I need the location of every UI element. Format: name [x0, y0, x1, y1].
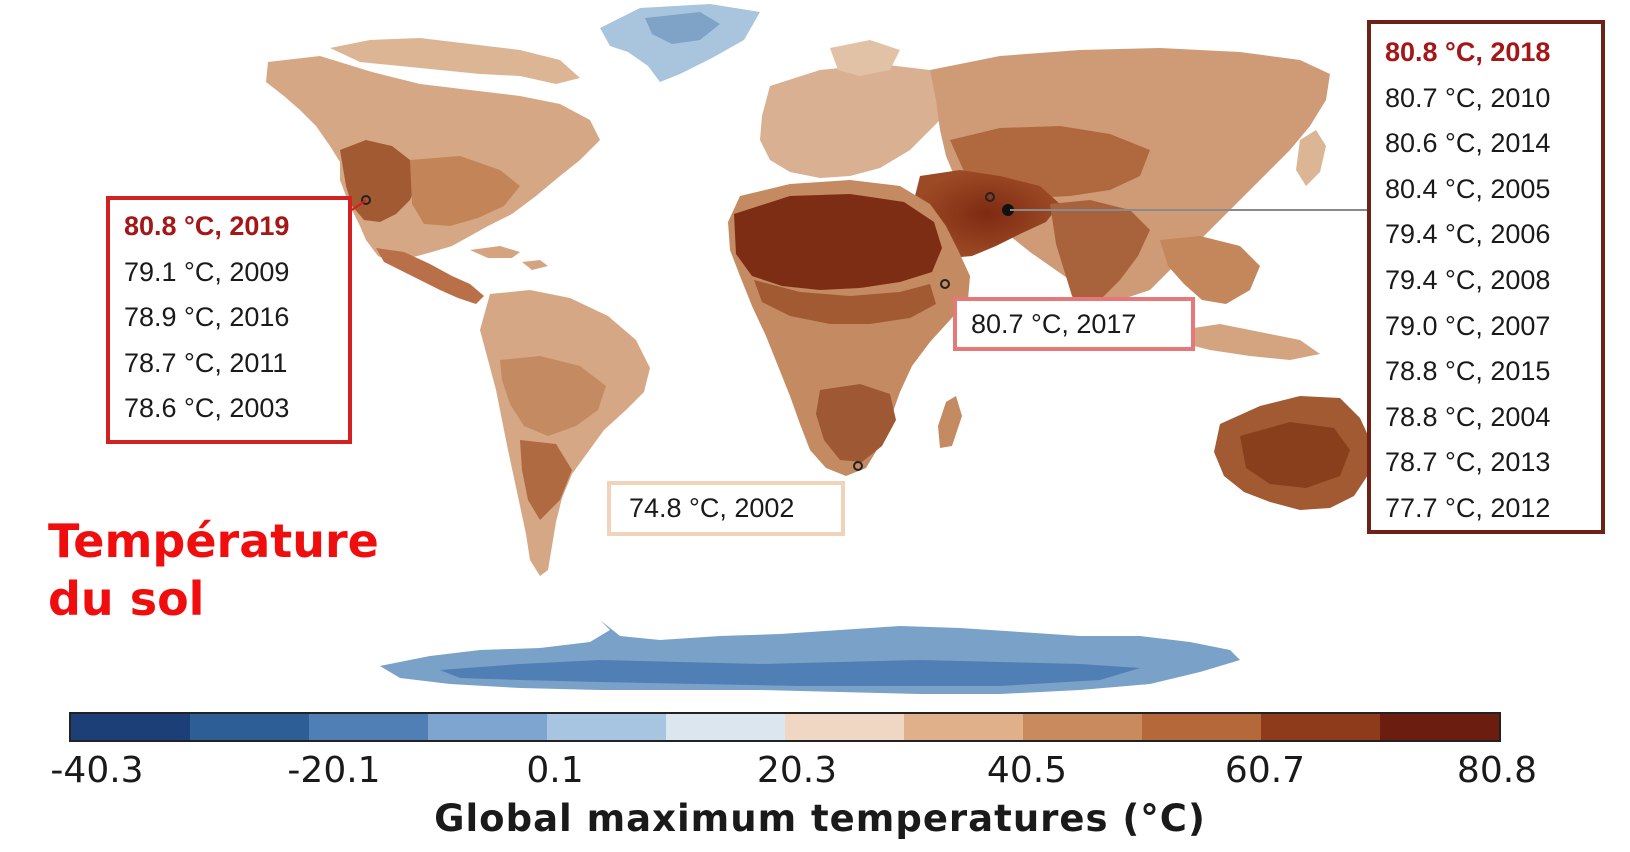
record-box-south-america: 74.8 °C, 2002: [607, 481, 845, 536]
record-entry: 80.8 °C, 2019: [124, 211, 290, 241]
colorbar-segment: [1261, 714, 1380, 740]
landmass-antarctica-deep: [440, 660, 1140, 686]
landmass-indonesia: [1180, 324, 1320, 360]
record-entry: 79.1 °C, 2009: [124, 256, 290, 287]
record-entry: 80.7 °C, 2010: [1385, 82, 1551, 113]
landmass-southern-africa: [816, 384, 896, 462]
colorbar-tick-label: -20.1: [287, 750, 381, 791]
colorbar: [69, 712, 1501, 742]
marker-asia-b: [1002, 204, 1014, 216]
overlay-title-line: du sol: [48, 572, 205, 626]
colorbar-tick-label: -40.3: [50, 750, 144, 791]
colorbar-segment: [190, 714, 309, 740]
colorbar-tick-label: 80.8: [1456, 750, 1538, 791]
marker-asia-a: [985, 192, 995, 202]
colorbar-segment: [309, 714, 428, 740]
landmass-sahara-hot: [734, 194, 942, 290]
record-entry: 79.0 °C, 2007: [1385, 310, 1551, 341]
colorbar-segment: [904, 714, 1023, 740]
record-entry: 74.8 °C, 2002: [629, 493, 795, 523]
colorbar-segment: [1142, 714, 1261, 740]
record-entry: 78.8 °C, 2015: [1385, 356, 1551, 387]
record-entry: 78.9 °C, 2016: [124, 302, 290, 332]
colorbar-segment: [428, 714, 547, 740]
colorbar-tick-label: 40.5: [986, 750, 1068, 791]
colorbar-tick-label: 60.7: [1224, 750, 1306, 791]
marker-americas: [361, 195, 371, 205]
record-entry: 80.8 °C, 2018: [1385, 37, 1551, 67]
marker-samerica: [853, 461, 863, 471]
overlay-title-line: Température: [48, 514, 379, 568]
record-entry: 79.4 °C, 2008: [1385, 264, 1551, 295]
colorbar-segment: [666, 714, 785, 740]
landmass-sahel: [754, 280, 936, 324]
record-entry: 78.8 °C, 2004: [1385, 401, 1551, 432]
landmass-southeast-asia: [1160, 236, 1260, 304]
marker-africa: [940, 279, 950, 289]
landmass-north-america-plains: [410, 156, 520, 226]
colorbar-segment: [785, 714, 904, 740]
landmass-india: [1050, 200, 1150, 312]
record-entry: 80.6 °C, 2014: [1385, 128, 1551, 159]
landmass-south-america-interior: [500, 356, 606, 436]
landmass-europe: [760, 64, 960, 178]
overlay-title: Température du sol: [48, 512, 379, 628]
record-entry: 79.4 °C, 2006: [1385, 219, 1551, 250]
record-entry: 80.4 °C, 2005: [1385, 173, 1551, 204]
record-box-americas: 80.8 °C, 2019 79.1 °C, 2009 78.9 °C, 201…: [106, 196, 352, 444]
record-entry: 77.7 °C, 2012: [1385, 492, 1551, 523]
record-box-asia: 80.8 °C, 2018 80.7 °C, 2010 80.6 °C, 201…: [1367, 20, 1605, 534]
landmass-arctic-islands: [330, 38, 580, 84]
colorbar-segment: [1380, 714, 1499, 740]
landmass-caribbean: [470, 246, 548, 270]
record-box-africa: 80.7 °C, 2017: [953, 297, 1195, 351]
colorbar-segment: [547, 714, 666, 740]
record-entry: 78.7 °C, 2011: [124, 347, 288, 378]
landmass-south-america-south: [520, 440, 572, 520]
record-entry: 80.7 °C, 2017: [971, 309, 1137, 339]
record-entry: 78.6 °C, 2003: [124, 393, 290, 423]
landmass-greenland-core: [645, 12, 720, 44]
landmass-japan: [1296, 130, 1326, 186]
colorbar-label: Global maximum temperatures (°C): [434, 797, 1206, 840]
colorbar-segment: [71, 714, 190, 740]
colorbar-tick-label: 0.1: [526, 750, 584, 791]
landmass-scandinavia: [830, 40, 900, 76]
record-entry: 78.7 °C, 2013: [1385, 447, 1551, 478]
landmass-madagascar: [938, 396, 962, 448]
landmass-greenland: [600, 4, 760, 82]
leader-line-americas: [351, 199, 367, 211]
landmass-central-america: [376, 248, 484, 304]
colorbar-ticks: -40.3 -20.1 0.1 20.3 40.5 60.7 80.8: [0, 750, 1630, 794]
colorbar-tick-label: 20.3: [756, 750, 838, 791]
landmass-north-america-west-hot: [340, 140, 418, 222]
landmass-australia-core: [1240, 422, 1350, 488]
colorbar-segment: [1023, 714, 1142, 740]
